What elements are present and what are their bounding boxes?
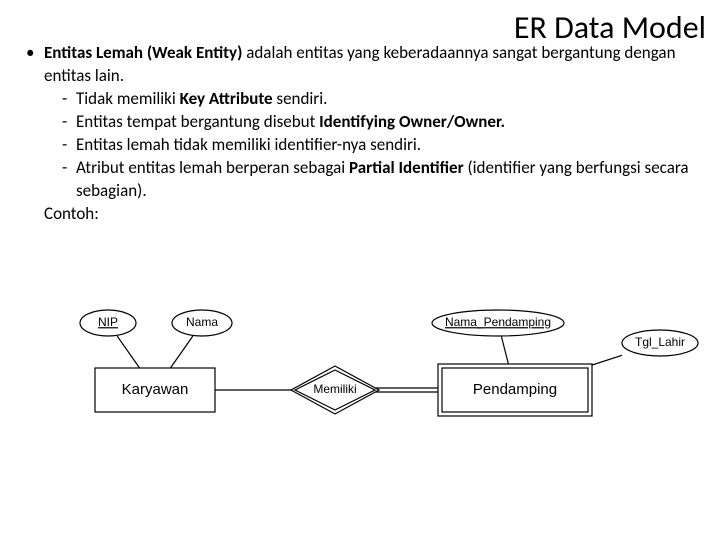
sub-bold: Key Attribute <box>180 88 273 109</box>
sub-marker: - <box>62 134 76 157</box>
bullet-body: Entitas Lemah (Weak Entity) adalah entit… <box>44 42 694 226</box>
bullet-main: • Entitas Lemah (Weak Entity) adalah ent… <box>26 42 694 226</box>
svg-text:Memiliki: Memiliki <box>313 382 356 396</box>
sub-body: Entitas lemah tidak memiliki identifier-… <box>76 134 694 157</box>
er-diagram: Karyawan Pendamping Memiliki NIP Nama Nama_Pe… <box>0 295 720 465</box>
sub-pre: Entitas lemah tidak memiliki identifier-… <box>76 134 421 155</box>
lead-bold: Entitas Lemah (Weak Entity) <box>44 42 242 63</box>
sub-item: - Atribut entitas lemah berperan sebagai… <box>62 157 694 203</box>
bullet-marker: • <box>26 42 44 226</box>
content-block: • Entitas Lemah (Weak Entity) adalah ent… <box>26 42 694 226</box>
svg-text:Karyawan: Karyawan <box>122 381 189 398</box>
er-svg: Karyawan Pendamping Memiliki NIP Nama Nama_Pe… <box>0 295 720 465</box>
svg-text:NIP: NIP <box>98 315 118 329</box>
sub-bold: Partial Identifier <box>349 157 464 178</box>
sub-body: Entitas tempat bergantung disebut Identi… <box>76 111 694 134</box>
sub-marker: - <box>62 111 76 134</box>
sub-body: Tidak memiliki Key Attribute sendiri. <box>76 88 694 111</box>
sub-marker: - <box>62 88 76 111</box>
sub-post: sendiri. <box>273 88 328 109</box>
sub-pre: Atribut entitas lemah berperan sebagai <box>76 157 349 178</box>
example-label: Contoh: <box>44 203 694 226</box>
sub-item: - Entitas lemah tidak memiliki identifie… <box>62 134 694 157</box>
svg-text:Nama_Pendamping: Nama_Pendamping <box>445 315 551 329</box>
sub-item: - Tidak memiliki Key Attribute sendiri. <box>62 88 694 111</box>
sub-bold: Identifying Owner/Owner. <box>319 111 505 132</box>
sub-list: - Tidak memiliki Key Attribute sendiri. … <box>44 88 694 203</box>
sub-body: Atribut entitas lemah berperan sebagai P… <box>76 157 694 203</box>
svg-text:Pendamping: Pendamping <box>473 381 557 398</box>
svg-text:Nama: Nama <box>186 315 218 329</box>
sub-pre: Tidak memiliki <box>76 88 180 109</box>
sub-pre: Entitas tempat bergantung disebut <box>76 111 319 132</box>
sub-marker: - <box>62 157 76 203</box>
sub-item: - Entitas tempat bergantung disebut Iden… <box>62 111 694 134</box>
svg-text:Tgl_Lahir: Tgl_Lahir <box>635 335 685 349</box>
